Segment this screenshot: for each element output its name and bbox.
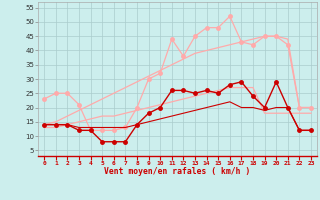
X-axis label: Vent moyen/en rafales ( km/h ): Vent moyen/en rafales ( km/h ) bbox=[104, 167, 251, 176]
